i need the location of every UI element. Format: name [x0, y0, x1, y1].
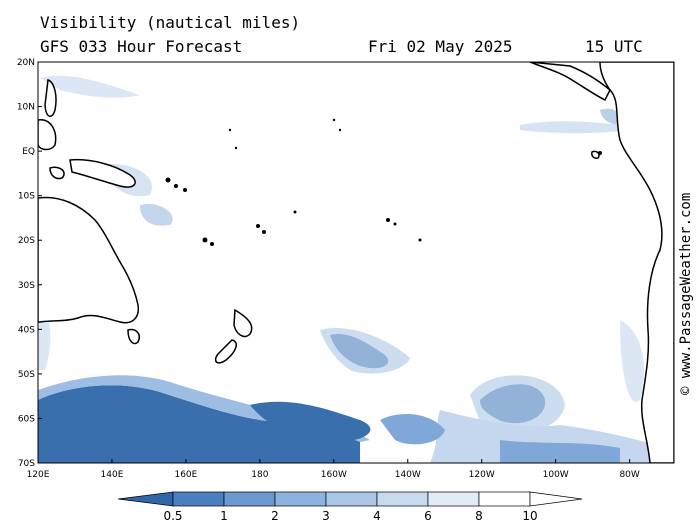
colorbar-segment — [172, 491, 225, 507]
philippines-outline — [44, 78, 57, 117]
lon-label: 120W — [469, 470, 495, 480]
longitude-labels: 120E 140E 160E 180 160W 140W 120W 100W 80W — [27, 459, 640, 480]
lon-label: 120E — [27, 470, 50, 480]
lat-label: 30S — [18, 281, 35, 291]
fog-patch-south-central — [250, 401, 371, 442]
new-zealand-north — [233, 308, 253, 338]
fog-band-southwest — [38, 385, 360, 463]
lat-label: 10S — [18, 192, 35, 202]
lon-label: 140E — [101, 470, 124, 480]
lat-label: 70S — [18, 459, 35, 469]
lat-label: 50S — [18, 370, 35, 380]
lat-label: 10N — [17, 103, 35, 113]
colorbar-label: 3 — [322, 509, 330, 523]
colorbar-label: 10 — [522, 509, 537, 523]
lat-label: 40S — [18, 325, 35, 335]
colorbar-segment — [223, 491, 276, 507]
colorbar-segment — [376, 491, 429, 507]
fog-band-south-east-dense — [500, 440, 620, 463]
pacific-islands — [165, 118, 602, 246]
colorbar-label: 2 — [271, 509, 279, 523]
forecast-label: GFS 033 Hour Forecast — [40, 37, 243, 56]
lon-label: 160E — [174, 470, 197, 480]
lat-label: 60S — [18, 414, 35, 424]
fog-band-southwest-light — [38, 375, 370, 442]
australia-outline — [38, 196, 140, 324]
lon-label: 140W — [395, 470, 421, 480]
colorbar-label: 6 — [424, 509, 432, 523]
colorbar-labels: 0.5 1 2 3 4 6 8 10 — [163, 509, 537, 523]
colorbar-segments — [118, 491, 583, 507]
tasmania-outline — [127, 328, 140, 345]
watermark-text: © www.PassageWeather.com — [678, 193, 694, 395]
colorbar-segment — [274, 491, 327, 507]
new-guinea-outline — [69, 158, 136, 188]
fog-streak-south — [380, 414, 445, 445]
forecast-time: 15 UTC — [585, 37, 643, 56]
colorbar-label: 0.5 — [163, 509, 182, 523]
colorbar-segment — [427, 491, 480, 507]
lat-label: 20N — [17, 58, 35, 68]
lon-label: 80W — [619, 470, 639, 480]
colorbar-segment — [478, 491, 531, 507]
colorbar-label: 8 — [475, 509, 483, 523]
lon-label: 160W — [321, 470, 347, 480]
fog-swirl-1-light — [320, 328, 410, 374]
fog-swirl-2-light — [470, 375, 565, 433]
colorbar-label: 1 — [220, 509, 228, 523]
lon-label: 100W — [543, 470, 569, 480]
watermark: © www.PassageWeather.com — [678, 193, 694, 395]
lat-label: EQ — [22, 147, 35, 157]
colorbar-segment — [325, 491, 378, 507]
map-title: Visibility (nautical miles) — [40, 13, 301, 32]
lon-label: 180 — [251, 470, 268, 480]
south-america-outline — [599, 62, 674, 463]
colorbar-arrow-low — [118, 491, 174, 507]
colorbar-label: 4 — [373, 509, 381, 523]
colorbar-arrow-high — [529, 491, 583, 507]
colorbar: 0.5 1 2 3 4 6 8 10 — [118, 491, 583, 523]
new-zealand-south — [214, 339, 237, 364]
forecast-date: Fri 02 May 2025 — [368, 37, 513, 56]
borneo-outline — [38, 119, 57, 151]
lat-label: 20S — [18, 236, 35, 246]
land-outlines — [38, 62, 674, 463]
latitude-labels: 20N 10N EQ 10S 20S 30S 40S 50S 60S 70S — [17, 58, 42, 469]
central-america-outline — [529, 62, 611, 102]
